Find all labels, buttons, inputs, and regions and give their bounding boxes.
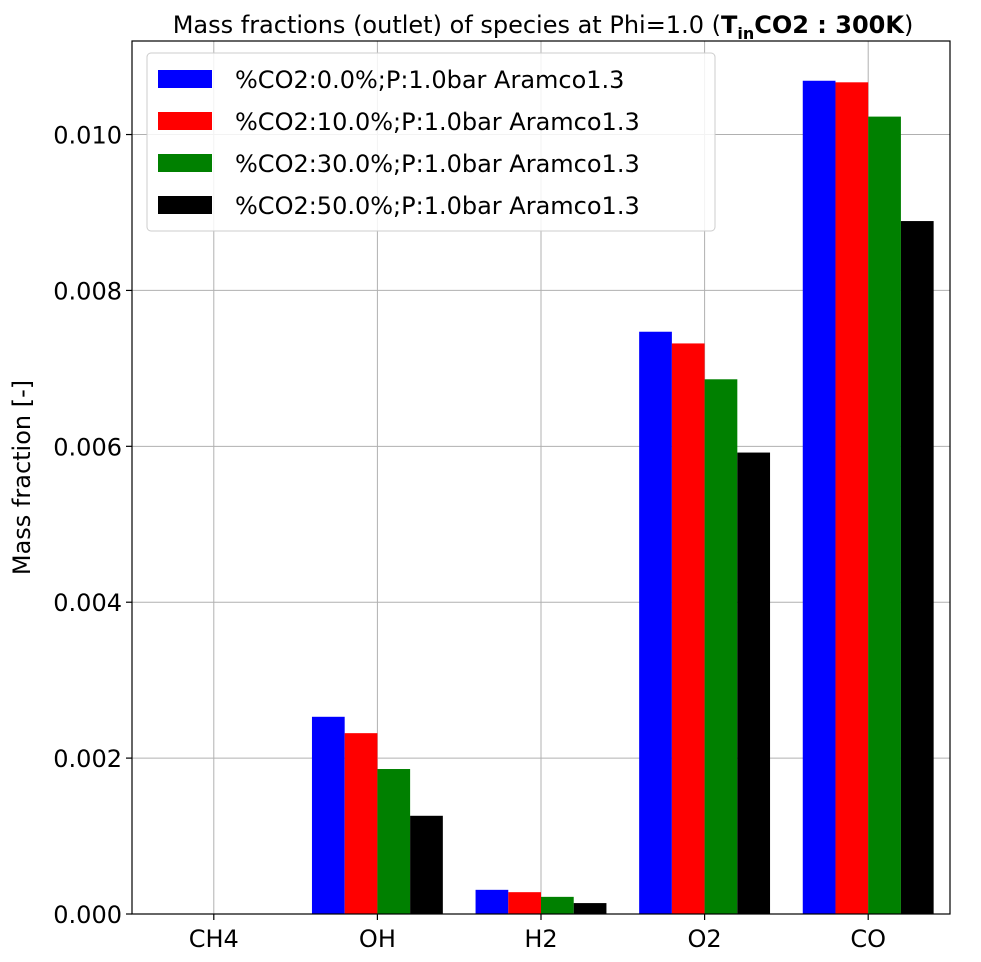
- x-tick-label: OH: [359, 925, 396, 953]
- bar-oh-series-2: [344, 733, 378, 914]
- legend-label: %CO2:0.0%;P:1.0bar Aramco1.3: [235, 66, 624, 94]
- y-axis-label: Mass fraction [-]: [8, 380, 36, 575]
- bar-o2-series-3: [704, 379, 738, 915]
- bar-h2-series-4: [573, 903, 607, 914]
- bars: [311, 80, 934, 915]
- y-axis: 0.000 0.002 0.004 0.006 0.008 0.010: [53, 122, 132, 929]
- x-axis: CH4 OH H2 O2 CO: [189, 914, 886, 953]
- legend-box: [146, 52, 716, 232]
- bar-co-series-3: [868, 116, 901, 914]
- bar-co-series-2: [835, 82, 869, 915]
- legend-swatch: [158, 154, 212, 172]
- legend-swatch: [158, 70, 212, 88]
- y-tick-label: 0.010: [53, 122, 122, 150]
- x-tick-label: H2: [524, 925, 557, 953]
- bar-oh-series-4: [410, 815, 443, 914]
- y-tick-label: 0.006: [53, 433, 122, 461]
- legend-swatch: [158, 112, 212, 130]
- y-tick-label: 0.008: [53, 277, 122, 305]
- bar-oh-series-3: [377, 769, 411, 914]
- chart-title: Mass fractions (outlet) of species at Ph…: [173, 11, 914, 43]
- legend-label: %CO2:50.0%;P:1.0bar Aramco1.3: [235, 192, 640, 220]
- x-tick-label: CO: [850, 925, 886, 953]
- x-tick-label: O2: [688, 925, 722, 953]
- bar-h2-series-2: [508, 892, 541, 914]
- legend-label: %CO2:10.0%;P:1.0bar Aramco1.3: [235, 108, 640, 136]
- bar-o2-series-1: [639, 331, 672, 914]
- bar-h2-series-1: [475, 889, 509, 914]
- legend: %CO2:0.0%;P:1.0bar Aramco1.3 %CO2:10.0%;P…: [146, 52, 716, 232]
- y-tick-label: 0.002: [53, 745, 122, 773]
- bar-o2-series-2: [671, 343, 705, 914]
- legend-label: %CO2:30.0%;P:1.0bar Aramco1.3: [235, 150, 640, 178]
- bar-o2-series-4: [737, 452, 771, 914]
- bar-co-series-1: [802, 80, 836, 914]
- legend-swatch: [158, 196, 212, 214]
- bar-oh-series-1: [311, 716, 345, 914]
- y-tick-label: 0.000: [53, 901, 122, 929]
- y-tick-label: 0.004: [53, 589, 122, 617]
- x-tick-label: CH4: [189, 925, 239, 953]
- bar-h2-series-3: [541, 896, 574, 914]
- bar-co-series-4: [900, 221, 934, 914]
